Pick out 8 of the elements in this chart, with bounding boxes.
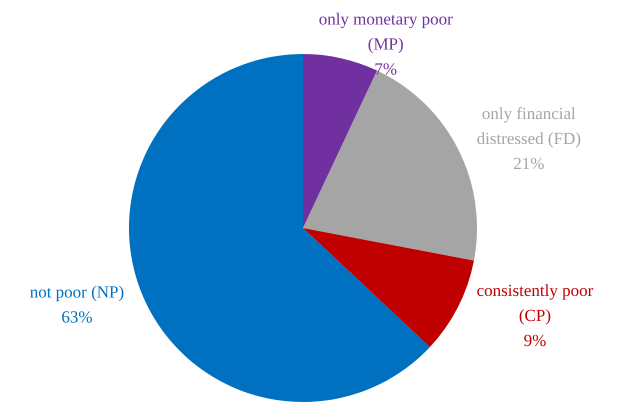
data-label: 9% — [524, 330, 546, 350]
slice-label: only financial distressed (FD) — [476, 104, 581, 148]
data-label: 7% — [374, 59, 398, 78]
slice-label: not poor (NP) — [30, 282, 124, 302]
slice-label: consistently poor (CP) — [476, 280, 594, 325]
data-label: 21% — [513, 154, 544, 173]
slice-label: only monetary poor (MP) — [318, 9, 454, 54]
data-label: 63% — [61, 307, 93, 326]
